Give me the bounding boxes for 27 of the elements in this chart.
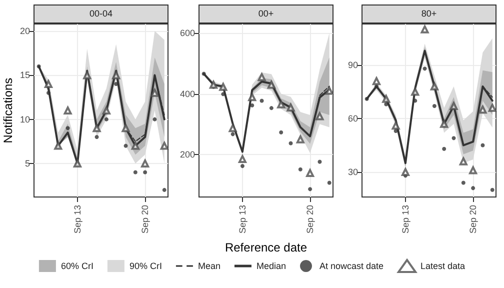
y-tick-label: 15 — [20, 70, 30, 80]
legend-label: 90% CrI — [129, 261, 162, 271]
y-axis-title: Notifications — [1, 78, 15, 144]
x-tick-label: Sep 13 — [237, 205, 248, 234]
chart-title: 80+ — [421, 8, 437, 18]
x-axis-title: Reference date — [224, 240, 308, 254]
y-tick-label: 10 — [20, 114, 30, 124]
y-tick-label: 400 — [180, 88, 195, 99]
x-tick-label: Sep 13 — [400, 205, 410, 234]
y-tick-label: 60 — [348, 114, 358, 124]
x-tick-label: Sep 13 — [72, 205, 82, 234]
y-tick-label: 200 — [180, 150, 195, 160]
y-tick-label: 5 — [24, 158, 30, 168]
x-tick-label: Sep 20 — [468, 205, 478, 234]
legend-label: Mean — [198, 261, 220, 271]
y-tick-label: 20 — [20, 26, 30, 36]
chart-title: 00-04 — [89, 8, 113, 18]
legend-label: 60% CrI — [60, 261, 94, 271]
chart-title: 00+ — [258, 8, 274, 18]
x-tick-label: Sep 20 — [140, 205, 150, 234]
x-tick-label: Sep 20 — [305, 205, 316, 234]
legend-label: Median — [256, 261, 286, 271]
y-tick-label: 90 — [348, 60, 358, 70]
y-tick-label: 30 — [348, 167, 358, 178]
legend-label: At nowcast date — [319, 261, 384, 271]
y-tick-label: 600 — [180, 28, 195, 38]
legend-label: Latest data — [420, 261, 466, 271]
